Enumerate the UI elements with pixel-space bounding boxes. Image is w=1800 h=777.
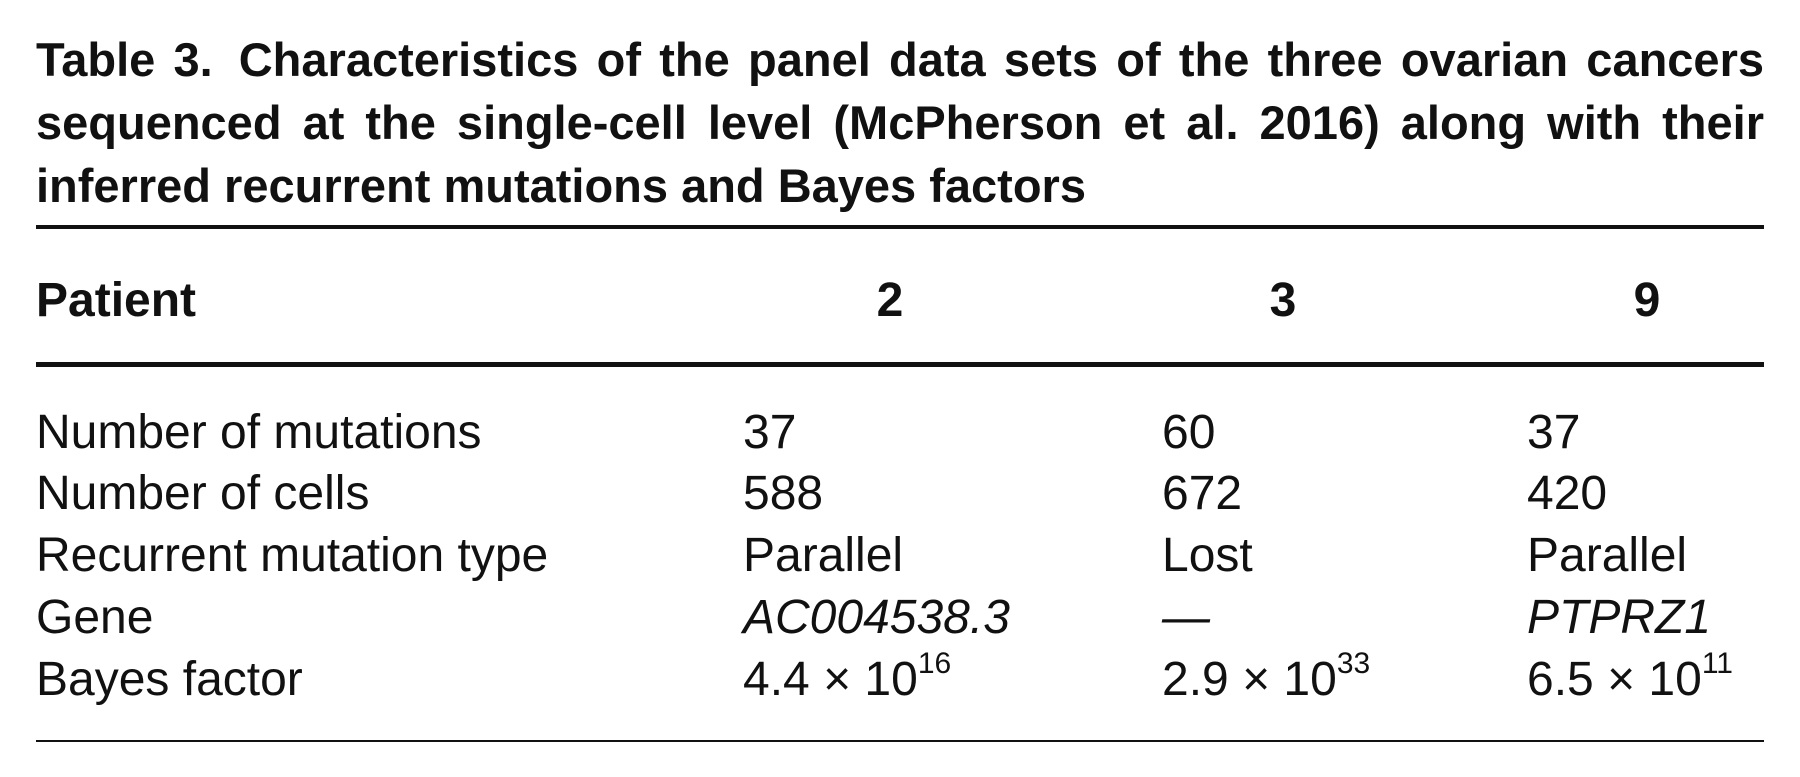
table-cell: 2.9 × 1033 bbox=[1162, 647, 1371, 710]
row-label: Number of mutations bbox=[36, 406, 482, 459]
value-base: 2.9 × 10 bbox=[1162, 653, 1337, 706]
table-cell: 4.4 × 1016 bbox=[743, 647, 952, 710]
caption-text: Characteristics of the panel data sets o… bbox=[36, 33, 1764, 212]
value-exponent: 11 bbox=[1701, 647, 1733, 680]
value-exponent: 16 bbox=[917, 647, 952, 680]
top-rule bbox=[36, 225, 1764, 229]
header-rule bbox=[36, 362, 1764, 367]
table-cell: 420 bbox=[1527, 467, 1608, 520]
header-cell: 3 bbox=[1269, 274, 1297, 327]
table-cell: 6.5 × 1011 bbox=[1527, 647, 1733, 710]
row-label: Number of cells bbox=[36, 467, 370, 520]
table-cell: 672 bbox=[1162, 467, 1243, 520]
header-cell: Patient bbox=[36, 274, 197, 327]
header-cell: 2 bbox=[876, 274, 904, 327]
table-cell: Parallel bbox=[1527, 529, 1688, 582]
table-cell: PTPRZ1 bbox=[1527, 591, 1712, 644]
table-cell: — bbox=[1162, 591, 1210, 644]
table-cell: 37 bbox=[1527, 406, 1581, 459]
table-cell: Parallel bbox=[743, 529, 904, 582]
bottom-rule bbox=[36, 740, 1764, 742]
header-cell: 9 bbox=[1633, 274, 1661, 327]
table-caption: Table 3. Characteristics of the panel dat… bbox=[36, 28, 1764, 217]
table-cell: 60 bbox=[1162, 406, 1216, 459]
value-base: 4.4 × 10 bbox=[743, 653, 918, 706]
row-label: Recurrent mutation type bbox=[36, 529, 549, 582]
table-cell: Lost bbox=[1162, 529, 1253, 582]
row-label: Bayes factor bbox=[36, 653, 303, 706]
table-cell: 588 bbox=[743, 467, 824, 520]
table-cell: AC004538.3 bbox=[743, 591, 1010, 644]
table-cell: 37 bbox=[743, 406, 797, 459]
row-label: Gene bbox=[36, 591, 154, 644]
value-exponent: 33 bbox=[1336, 647, 1371, 680]
caption-label: Table 3. bbox=[36, 33, 213, 86]
value-base: 6.5 × 10 bbox=[1527, 653, 1702, 706]
